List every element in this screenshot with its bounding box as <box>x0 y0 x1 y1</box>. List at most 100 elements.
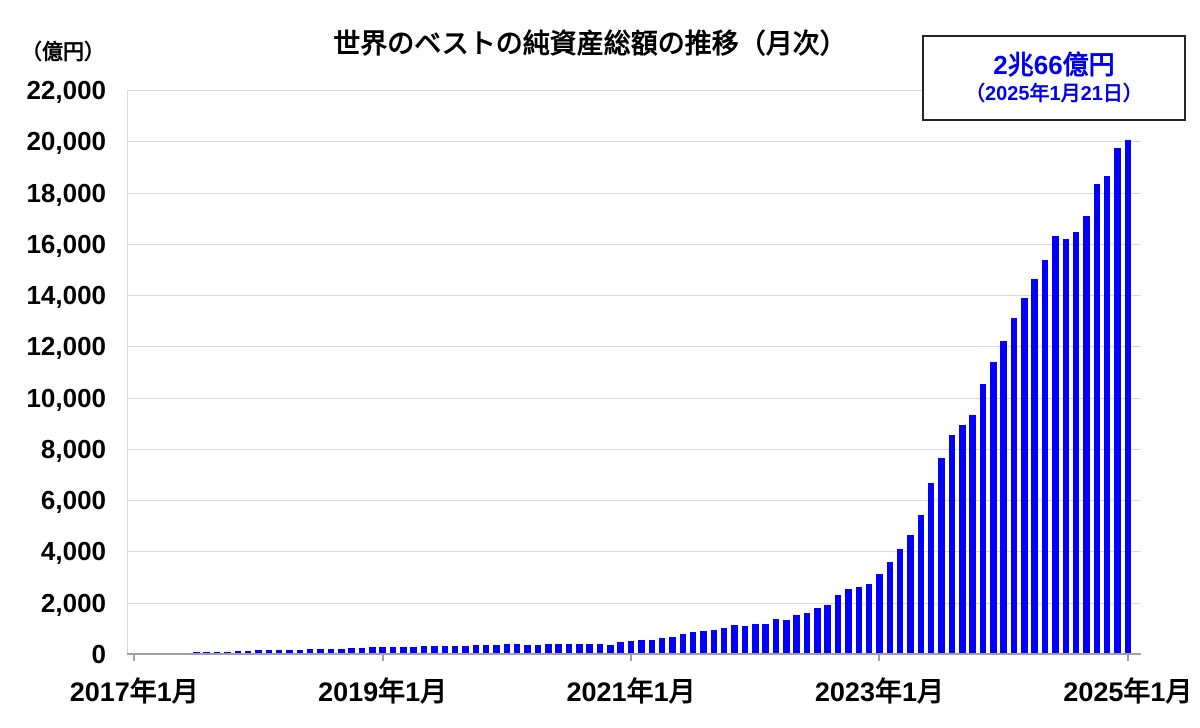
bar <box>462 645 469 654</box>
bar <box>1072 232 1080 654</box>
y-axis-tick-label: 0 <box>91 639 106 669</box>
gridline <box>128 602 1141 604</box>
y-axis-tick-label: 22,000 <box>26 75 106 105</box>
bar <box>327 648 335 654</box>
bar <box>244 650 252 654</box>
bar <box>896 548 904 654</box>
bar <box>524 645 531 654</box>
bar <box>658 637 666 654</box>
y-axis-tick-label: 8,000 <box>40 433 106 464</box>
bar <box>700 631 707 654</box>
bar <box>720 628 728 654</box>
bar <box>420 646 428 654</box>
bar <box>1093 184 1101 654</box>
bar <box>731 625 738 654</box>
x-axis-tick <box>630 655 633 661</box>
bar <box>1052 235 1059 654</box>
bar <box>306 649 314 654</box>
x-axis-line <box>127 653 1141 655</box>
gridline <box>128 141 1141 143</box>
bar <box>441 646 448 654</box>
bar <box>783 619 790 654</box>
bar <box>845 588 852 654</box>
bar <box>586 643 593 654</box>
bar <box>296 649 304 654</box>
bar <box>938 457 945 654</box>
bar <box>1010 318 1018 654</box>
bar <box>669 636 676 654</box>
bar <box>493 644 500 654</box>
bar <box>979 384 987 654</box>
bar <box>1041 259 1049 654</box>
bar <box>503 644 511 654</box>
bar <box>834 595 842 654</box>
bar <box>265 650 273 654</box>
bar <box>348 648 355 654</box>
x-axis-tick <box>878 655 881 661</box>
latest-value-amount: 2兆66億円 <box>993 50 1115 80</box>
bar <box>990 361 997 654</box>
chart-title: 世界のベストの純資産総額の推移（月次） <box>333 29 847 59</box>
bar <box>607 644 614 654</box>
bar <box>886 561 894 654</box>
gridline <box>128 346 1141 348</box>
bar <box>948 435 956 654</box>
bar <box>513 644 521 654</box>
bar <box>803 613 811 654</box>
gridline <box>128 551 1141 553</box>
bar <box>824 605 831 654</box>
bar <box>451 645 459 654</box>
gridline <box>128 397 1141 399</box>
bar <box>286 649 293 654</box>
bar <box>689 632 697 654</box>
y-axis-tick-label: 20,000 <box>26 126 106 157</box>
bar <box>389 646 397 654</box>
bar <box>876 573 883 654</box>
y-axis-tick-label: 16,000 <box>26 228 106 259</box>
bar <box>410 646 417 654</box>
bar <box>534 644 542 654</box>
bar <box>400 646 407 654</box>
bar <box>865 583 873 654</box>
gridline <box>128 295 1141 297</box>
bar <box>1021 298 1028 654</box>
bar <box>255 650 262 654</box>
y-axis-tick-label: 6,000 <box>40 485 106 516</box>
bar <box>565 643 573 654</box>
x-axis-tick <box>381 655 384 661</box>
bar <box>234 651 241 654</box>
y-axis-tick-label: 4,000 <box>40 536 106 567</box>
gridline <box>128 192 1141 194</box>
bar <box>917 514 925 654</box>
bar <box>648 639 655 654</box>
latest-value-date: （2025年1月21日） <box>965 83 1143 105</box>
bar <box>959 425 966 654</box>
bar <box>793 615 800 654</box>
bar <box>379 647 386 654</box>
x-axis-tick-label: 2025年1月 <box>1063 677 1193 707</box>
bar <box>596 643 604 654</box>
y-axis-tick-label: 10,000 <box>26 382 106 413</box>
bar <box>369 647 376 654</box>
bar <box>1031 278 1038 654</box>
bar <box>1114 147 1121 654</box>
bar <box>907 535 914 654</box>
bar <box>338 648 345 654</box>
y-axis-tick-label: 18,000 <box>26 177 106 208</box>
bar <box>224 651 231 654</box>
bar <box>679 633 687 654</box>
bar <box>1000 340 1007 654</box>
plot-area <box>128 90 1141 654</box>
bar <box>617 642 624 654</box>
bar <box>472 645 480 654</box>
bar <box>762 623 769 654</box>
bar <box>814 608 821 654</box>
gridline <box>128 243 1141 245</box>
bar <box>772 618 780 654</box>
bar <box>710 629 718 654</box>
bar <box>638 640 645 654</box>
bar <box>545 644 552 654</box>
bar <box>1062 239 1069 654</box>
bar <box>1083 215 1090 654</box>
x-axis-tick-label: 2019年1月 <box>318 677 448 707</box>
